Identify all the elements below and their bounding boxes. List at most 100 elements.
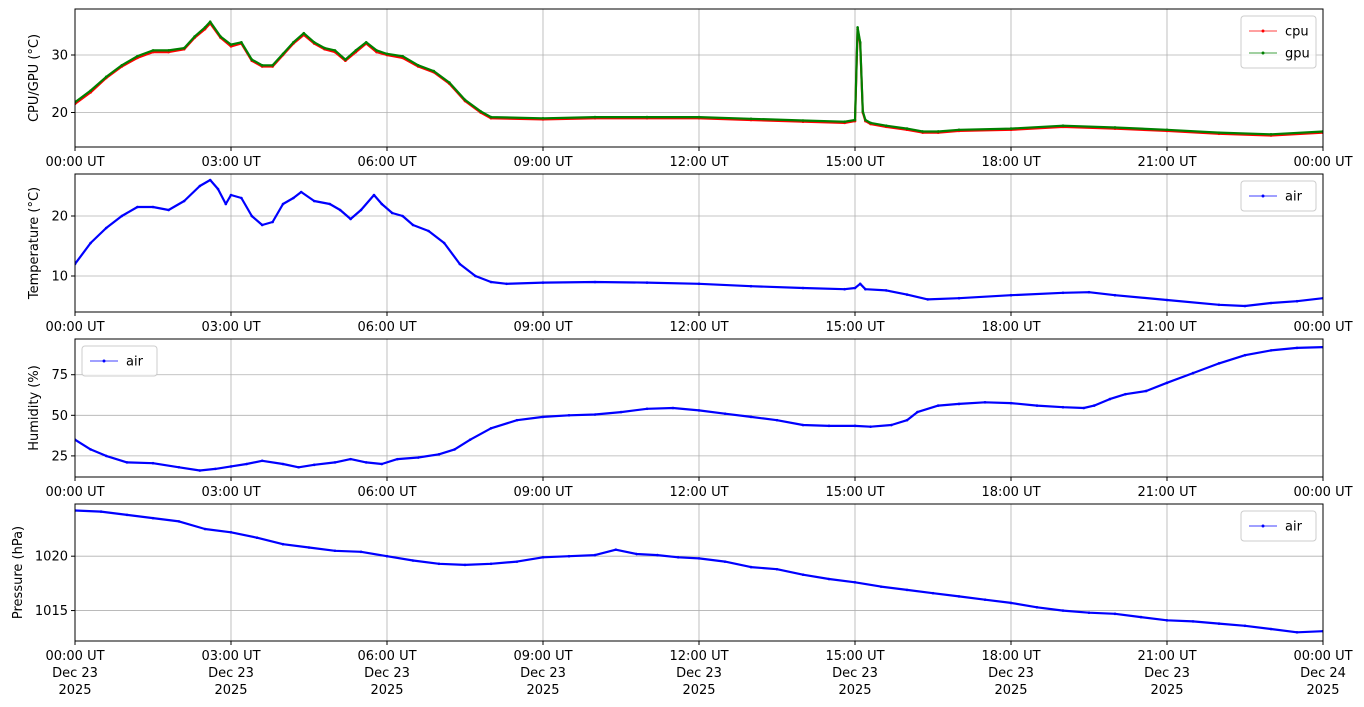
data-point [349, 457, 352, 461]
data-point [1295, 299, 1299, 303]
data-point [1009, 401, 1013, 405]
data-point [1061, 124, 1065, 128]
data-point [463, 563, 467, 567]
data-point [463, 98, 467, 102]
data-point [229, 193, 233, 197]
data-point [177, 520, 181, 523]
x-tick-label: 06:00 UT [357, 485, 416, 500]
data-point [359, 550, 363, 554]
x-tick-label: 21:00 UT [1137, 320, 1196, 335]
data-point [593, 553, 597, 557]
data-point [1217, 131, 1221, 134]
x-tick-label: 12:00 UT [669, 320, 728, 335]
y-tick-label: 1020 [35, 550, 68, 565]
data-point [861, 110, 865, 113]
data-point [396, 457, 399, 461]
legend-label: air [1285, 190, 1303, 205]
data-point [697, 282, 701, 286]
data-point [208, 178, 212, 182]
data-point [957, 296, 961, 300]
data-point [120, 214, 124, 218]
legend-label: cpu [1285, 25, 1309, 40]
data-point [177, 465, 181, 469]
data-point [1113, 126, 1117, 129]
legend-box [1240, 180, 1317, 212]
data-point [541, 116, 545, 120]
data-point [905, 293, 909, 296]
panel-3: 25 50 75 Humidity (%) 00:00 UT 03:00 UT 06:00 … [27, 338, 1353, 500]
data-point [853, 118, 857, 122]
data-point [250, 214, 254, 218]
x-tick-label: 09:00 UT [513, 155, 572, 170]
data-point [182, 46, 186, 50]
data-point [104, 454, 108, 458]
data-point [505, 282, 508, 286]
data-point [1092, 404, 1096, 407]
x-tick-label: 03:00 UT [201, 485, 260, 500]
data-point [1269, 301, 1273, 305]
data-point [1165, 381, 1169, 385]
data-point [411, 559, 415, 562]
data-point [136, 205, 139, 209]
legend-marker [102, 359, 106, 363]
data-point [801, 286, 805, 290]
data-point [427, 229, 430, 233]
x-tick-label: 00:00 UT [45, 485, 104, 500]
data-point [271, 220, 274, 224]
x-tick-label: 09:00 UT [513, 485, 572, 500]
data-point [1009, 293, 1013, 297]
x-tick-label: 18:00 UT [981, 155, 1040, 170]
data-point [723, 560, 727, 563]
data-point [1087, 290, 1091, 294]
series-line-air [75, 509, 1323, 634]
data-point [292, 196, 295, 200]
x-tick-label: 18:00 UT [981, 649, 1040, 664]
data-point [240, 196, 243, 200]
data-point [671, 406, 675, 410]
data-point [858, 41, 862, 44]
x-tick-year: 2025 [1306, 683, 1339, 698]
data-point [333, 49, 337, 52]
data-point [245, 462, 248, 466]
y-tick-label: 50 [51, 409, 68, 424]
x-tick-date: Dec 23 [832, 666, 878, 681]
data-point [936, 130, 940, 133]
data-point [323, 46, 326, 50]
data-point [390, 211, 394, 215]
data-point [354, 49, 358, 52]
data-point [869, 121, 872, 125]
legend-box [1240, 510, 1317, 542]
data-point [749, 117, 753, 121]
x-tick-label: 15:00 UT [825, 320, 884, 335]
data-point [489, 426, 493, 430]
data-point [515, 560, 519, 563]
x-tick-label: 12:00 UT [669, 649, 728, 664]
y-axis-label: Temperature (°C) [27, 187, 42, 300]
data-point [333, 461, 337, 464]
data-point [1061, 291, 1065, 295]
data-point [775, 418, 779, 422]
data-point [884, 289, 888, 292]
data-point [843, 287, 846, 291]
legend-box [81, 345, 158, 377]
data-point [983, 401, 987, 404]
data-point [931, 591, 935, 595]
data-point [1165, 298, 1169, 302]
data-point [151, 205, 155, 209]
data-point [1061, 405, 1065, 409]
data-point [697, 409, 701, 412]
data-point [260, 459, 264, 463]
data-point [151, 516, 155, 520]
data-point [333, 549, 337, 553]
data-point [921, 130, 924, 133]
data-point [260, 64, 264, 67]
data-point [125, 461, 129, 464]
x-tick-label: 21:00 UT [1137, 649, 1196, 664]
data-point [458, 262, 462, 266]
data-point [208, 20, 212, 23]
x-tick-label: 18:00 UT [981, 485, 1040, 500]
data-point [1295, 631, 1299, 634]
x-tick-label: 12:00 UT [669, 485, 728, 500]
x-tick-label: 06:00 UT [357, 649, 416, 664]
y-tick-label: 1015 [35, 604, 68, 619]
